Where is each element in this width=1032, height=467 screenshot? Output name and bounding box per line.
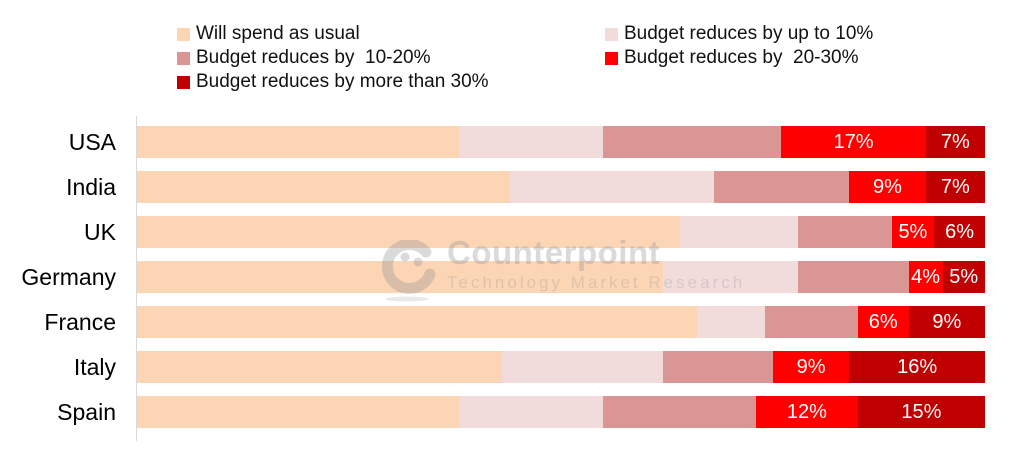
bar-segment — [603, 126, 782, 158]
bar-segment — [137, 126, 460, 158]
bar-row: 17% 7% — [137, 126, 985, 158]
bar-segment — [679, 216, 799, 248]
segment-value-label: 9% — [932, 310, 962, 333]
bar-segment — [798, 261, 909, 293]
bar-segment — [501, 351, 663, 383]
bar-segment: 15% — [857, 396, 985, 428]
segment-value-label: 9% — [873, 175, 902, 198]
bar-segment: 6% — [934, 216, 985, 248]
legend-label: Budget reduces by 10-20% — [196, 47, 431, 68]
legend-column-left: Will spend as usual Budget reduces by 10-… — [177, 22, 489, 94]
category-label: Germany — [21, 264, 116, 290]
bar-segment: 12% — [756, 396, 858, 428]
legend-label: Budget reduces by 20-30% — [624, 47, 859, 68]
bar-segment: 5% — [942, 261, 985, 293]
segment-value-label: 9% — [796, 355, 826, 378]
segment-value-label: 15% — [901, 400, 942, 423]
category-label: USA — [68, 129, 116, 155]
bar-segment — [603, 396, 757, 428]
bar-segment: 5% — [891, 216, 935, 248]
segment-value-label: 17% — [833, 130, 874, 153]
plot-area: 17% 7% 9% 7% 5% 6% 4% 5% 6% 9% 9% 16% 12% 15% — [137, 126, 985, 441]
bar-segment — [459, 126, 604, 158]
bar-segment: 6% — [857, 306, 909, 338]
bar-segment: 4% — [908, 261, 943, 293]
bar-segment — [137, 261, 663, 293]
legend-label: Budget reduces by more than 30% — [196, 71, 489, 92]
category-label: Italy — [73, 354, 116, 380]
legend-item: Budget reduces by up to 10% — [605, 22, 873, 46]
segment-value-label: 12% — [786, 400, 827, 423]
bar-segment: 9% — [849, 171, 926, 203]
legend-label: Will spend as usual — [196, 23, 360, 44]
bar-row: 6% 9% — [137, 306, 985, 338]
bar-row: 9% 16% — [137, 351, 985, 383]
bar-segment: 9% — [908, 306, 985, 338]
bar-segment — [137, 351, 502, 383]
bar-segment: 7% — [925, 171, 985, 203]
legend-item: Budget reduces by more than 30% — [177, 70, 489, 94]
legend-label: Budget reduces by up to 10% — [624, 23, 874, 44]
bar-row: 4% 5% — [137, 261, 985, 293]
bar-segment — [662, 351, 773, 383]
bar-row: 5% 6% — [137, 216, 985, 248]
bar-segment: 16% — [849, 351, 985, 383]
bar-segment — [137, 171, 511, 203]
segment-value-label: 4% — [911, 265, 941, 288]
bar-segment — [137, 216, 680, 248]
bar-segment — [764, 306, 858, 338]
legend-item: Budget reduces by 10-20% — [177, 46, 489, 70]
bar-segment — [662, 261, 799, 293]
legend-swatch-icon — [177, 51, 190, 65]
bar-row: 9% 7% — [137, 171, 985, 203]
category-label: Spain — [57, 399, 116, 425]
legend-swatch-icon — [177, 27, 190, 41]
legend-swatch-icon — [605, 51, 618, 65]
segment-value-label: 7% — [940, 130, 970, 153]
segment-value-label: 6% — [868, 310, 898, 333]
category-label: France — [44, 309, 116, 335]
category-label: India — [66, 174, 116, 200]
bar-segment — [137, 306, 697, 338]
segment-value-label: 6% — [945, 220, 974, 243]
segment-value-label: 7% — [940, 175, 970, 198]
legend-item: Will spend as usual — [177, 22, 489, 46]
legend-swatch-icon — [605, 27, 618, 41]
legend-swatch-icon — [177, 75, 190, 89]
bar-segment — [137, 396, 460, 428]
category-label: UK — [84, 219, 116, 245]
bar-segment — [798, 216, 892, 248]
bar-segment — [713, 171, 850, 203]
segment-value-label: 5% — [898, 220, 928, 243]
bar-segment: 7% — [925, 126, 985, 158]
legend-column-right: Budget reduces by up to 10% Budget reduce… — [605, 22, 873, 70]
bar-segment: 9% — [772, 351, 850, 383]
segment-value-label: 5% — [949, 265, 979, 288]
bar-segment — [696, 306, 765, 338]
segment-value-label: 16% — [897, 355, 938, 378]
y-axis-line — [136, 116, 137, 441]
bar-segment: 17% — [781, 126, 926, 158]
bar-row: 12% 15% — [137, 396, 985, 428]
bar-segment — [510, 171, 714, 203]
bar-segment — [459, 396, 604, 428]
legend-item: Budget reduces by 20-30% — [605, 46, 873, 70]
